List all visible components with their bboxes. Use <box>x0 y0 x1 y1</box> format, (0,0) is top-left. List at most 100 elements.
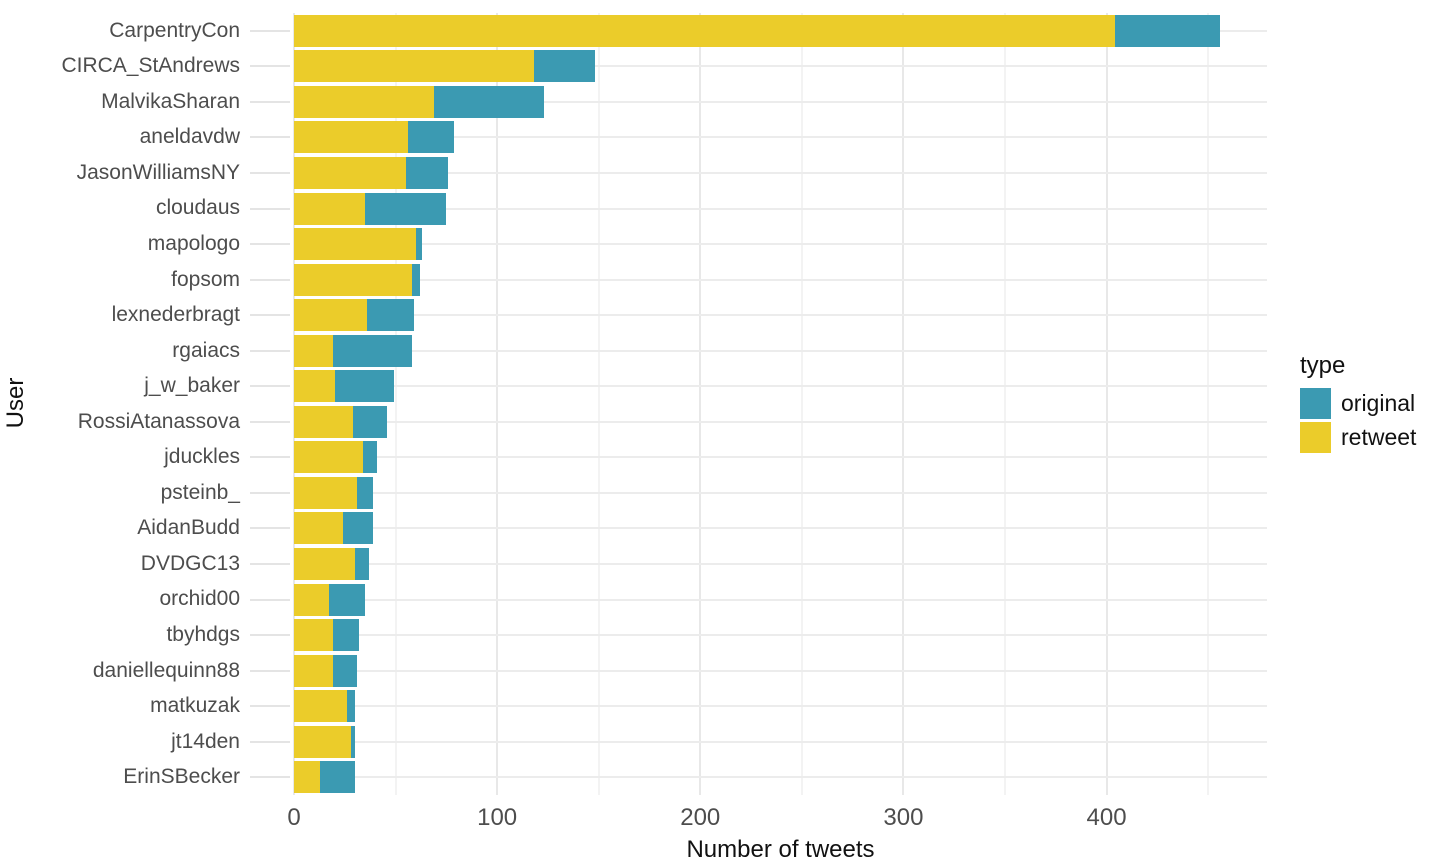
bar-segment-retweet <box>294 547 355 580</box>
y-tick-label: j_w_baker <box>144 374 240 398</box>
gridline-minor <box>597 13 600 795</box>
x-axis-title: Number of tweets <box>686 836 875 863</box>
bar-segment-original <box>365 192 447 225</box>
y-tick-mark <box>250 136 290 139</box>
y-tick-mark <box>250 598 290 601</box>
y-tick-mark <box>250 562 290 565</box>
gridline-row <box>294 136 1267 139</box>
legend-label: original <box>1341 390 1416 416</box>
y-tick-mark <box>250 278 290 281</box>
gridline-row <box>294 491 1267 494</box>
gridline-row <box>294 171 1267 174</box>
bar-row <box>294 441 378 474</box>
bar-segment-retweet <box>294 654 333 687</box>
y-tick-mark <box>250 243 290 246</box>
legend-swatch-original <box>1300 388 1331 419</box>
y-tick-label: RossiAtanassova <box>77 409 240 433</box>
bar-segment-retweet <box>294 405 353 438</box>
y-tick-label: lexnederbragt <box>111 303 240 327</box>
x-tick-label: 200 <box>680 804 721 831</box>
y-tick-label: jt14den <box>171 729 240 753</box>
bar-segment-original <box>332 334 412 367</box>
y-tick-mark <box>250 385 290 388</box>
legend-item-original: original <box>1300 388 1416 419</box>
bar-segment-original <box>332 654 357 687</box>
bar-segment-original <box>354 547 370 580</box>
gridline-row <box>294 243 1267 246</box>
legend-title: type <box>1300 352 1346 379</box>
y-tick-mark <box>250 171 290 174</box>
bar-segment-original <box>1114 14 1221 47</box>
bar-segment-retweet <box>294 14 1115 47</box>
y-tick-mark <box>250 100 290 103</box>
bar-segment-original <box>332 619 359 652</box>
bar-segment-retweet <box>294 156 406 189</box>
x-tick-label: 400 <box>1086 804 1127 831</box>
y-tick-label: matkuzak <box>150 694 240 718</box>
y-tick-mark <box>250 634 290 637</box>
bar-row <box>294 14 1221 47</box>
gridline-row <box>294 349 1267 352</box>
bar-segment-retweet <box>294 725 351 758</box>
bar-segment-retweet <box>294 370 335 403</box>
gridline-major <box>1105 13 1108 795</box>
y-tick-label: DVDGC13 <box>140 551 240 575</box>
bar-segment-retweet <box>294 512 343 545</box>
y-tick-mark <box>250 29 290 32</box>
y-tick-mark <box>250 314 290 317</box>
y-tick-mark <box>250 740 290 743</box>
gridline-row <box>294 314 1267 317</box>
bar-row <box>294 263 420 296</box>
gridline-row <box>294 100 1267 103</box>
bar-row <box>294 619 359 652</box>
bar-segment-original <box>533 50 595 83</box>
gridline-row <box>294 385 1267 388</box>
y-tick-label: tbyhdgs <box>166 623 240 647</box>
bar-segment-original <box>415 228 422 261</box>
plot-panel <box>293 13 1267 795</box>
bar-row <box>294 334 412 367</box>
bar-segment-retweet <box>294 441 364 474</box>
bar-row <box>294 654 357 687</box>
y-axis-title: User <box>2 377 29 429</box>
bar-row <box>294 405 388 438</box>
y-tick-mark <box>250 527 290 530</box>
gridline-row <box>294 598 1267 601</box>
bar-segment-original <box>434 85 544 118</box>
bar-segment-retweet <box>294 121 408 154</box>
y-tick-mark <box>250 669 290 672</box>
gridline-row <box>294 65 1267 68</box>
bar-row <box>294 50 595 83</box>
x-tick-label: 100 <box>477 804 518 831</box>
x-tick-label: 0 <box>287 804 301 831</box>
gridline-major <box>293 13 295 795</box>
y-tick-label: aneldavdw <box>139 125 240 149</box>
legend: type original retweet <box>1300 352 1416 456</box>
bar-row <box>294 725 355 758</box>
bar-segment-retweet <box>294 192 366 225</box>
y-tick-label: AidanBudd <box>137 516 240 540</box>
y-tick-mark <box>250 705 290 708</box>
y-tick-mark <box>250 491 290 494</box>
bar-row <box>294 761 355 794</box>
legend-items: original retweet <box>1300 388 1416 456</box>
bar-segment-retweet <box>294 690 347 723</box>
bar-row <box>294 512 374 545</box>
y-tick-mark <box>250 456 290 459</box>
bar-segment-retweet <box>294 476 357 509</box>
y-tick-mark <box>250 776 290 779</box>
gridline-row <box>294 278 1267 281</box>
bar-segment-retweet <box>294 619 333 652</box>
bar-segment-original <box>342 512 374 545</box>
legend-swatch-retweet <box>1300 422 1331 453</box>
gridline-row <box>294 705 1267 708</box>
bar-segment-original <box>411 263 420 296</box>
gridline-row <box>294 207 1267 210</box>
bar-segment-retweet <box>294 263 412 296</box>
bar-segment-retweet <box>294 228 416 261</box>
bar-row <box>294 583 366 616</box>
bar-row <box>294 476 374 509</box>
bar-segment-original <box>320 761 355 794</box>
y-tick-label: mapologo <box>147 232 240 256</box>
